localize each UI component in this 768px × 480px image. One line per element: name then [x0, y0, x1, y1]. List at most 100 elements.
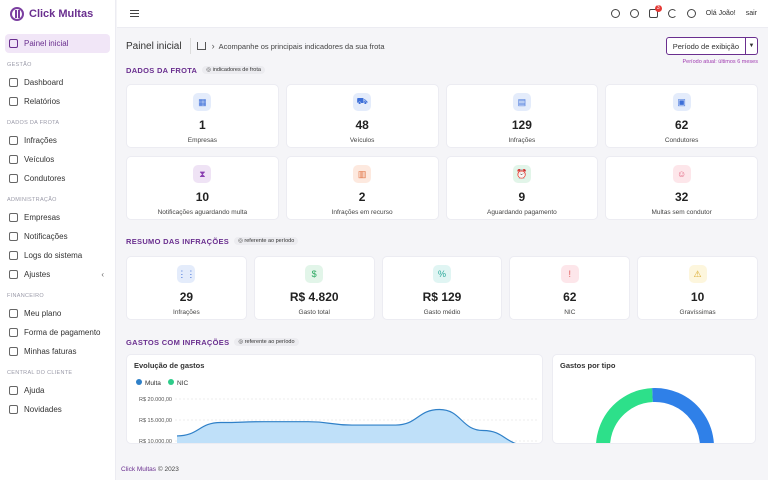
- logout-link[interactable]: sair: [745, 10, 757, 17]
- logo-text: Click Multas: [29, 8, 94, 20]
- stat-value: 2: [358, 190, 366, 204]
- sidebar-section-title: CENTRAL DO CLIENTE: [7, 370, 73, 376]
- help-icon[interactable]: [629, 9, 639, 18]
- stat-label: Infrações em recurso: [331, 209, 393, 216]
- section-pill-label: referente ao período: [244, 238, 295, 244]
- relatorios-icon: [9, 97, 18, 106]
- stat-card-gasto-medio[interactable]: % R$ 129 Gasto médio: [381, 256, 503, 320]
- sidebar-item-forma-de-pagamento[interactable]: Forma de pagamento: [5, 323, 110, 342]
- donut-slice-multa[interactable]: [621, 388, 714, 444]
- divider: [189, 38, 191, 54]
- veiculos-icon: [9, 155, 18, 164]
- sidebar-item-ajustes[interactable]: Ajustes ‹: [5, 265, 110, 284]
- resumo-cards: ⋮⋮ 29 Infrações $ R$ 4.820 Gasto total% R$ 129…: [126, 256, 758, 320]
- stat-card-veiculos[interactable]: ⛟ 48 Veículos: [285, 84, 439, 148]
- sidebar-item-veiculos[interactable]: Veículos: [5, 150, 110, 169]
- y-tick-label: R$ 10.000,00: [139, 439, 172, 444]
- sidebar-item-label: Meu plano: [24, 309, 62, 318]
- novidades-icon: [9, 405, 18, 414]
- period-button[interactable]: Período de exibição: [665, 37, 746, 55]
- warning-icon: ⚠: [688, 265, 707, 283]
- legend-marker: [136, 379, 142, 385]
- stat-value: R$ 129: [422, 290, 462, 304]
- cart-icon[interactable]: 3: [648, 5, 662, 18]
- sidebar-item-label: Minhas faturas: [24, 347, 77, 356]
- frota-cards: ▦ 1 Empresas ⛟ 48 Veículos ▤ 129 Infrações ▣ 62 Con…: [126, 84, 758, 220]
- stat-card-nic[interactable]: ! 62 NIC: [509, 256, 631, 320]
- stat-label: Gravíssimas: [679, 309, 716, 316]
- sidebar-item-relatorios[interactable]: Relatórios: [5, 92, 110, 111]
- logs-do-sistema-icon: [9, 251, 18, 260]
- sidebar-item-label: Relatórios: [24, 97, 61, 106]
- section-title: RESUMO DAS INFRAÇÕES: [126, 236, 230, 246]
- stat-card-condutores[interactable]: ▣ 62 Condutores: [605, 84, 758, 148]
- section-pill: ◎ referente ao período: [234, 237, 299, 245]
- sidebar-item-dashboard[interactable]: Dashboard: [5, 73, 110, 92]
- condutores-icon: [9, 174, 18, 183]
- stat-value: 62: [674, 118, 689, 132]
- sidebar-section-title: FINANCEIRO: [7, 293, 44, 299]
- line-chart-card: Evolução de gastos Multa NIC R$ 20.000,00 R…: [126, 354, 543, 444]
- stat-label: Infrações: [173, 309, 200, 316]
- dashboard-icon: [9, 78, 18, 87]
- home-icon[interactable]: [196, 42, 206, 50]
- grid-icon: ⋮⋮: [177, 265, 196, 283]
- stat-card-infracoes[interactable]: ⋮⋮ 29 Infrações: [126, 256, 247, 320]
- footer: Click Multas © 2023: [121, 466, 179, 473]
- stat-label: Condutores: [664, 137, 699, 144]
- cart-badge: 3: [654, 5, 662, 12]
- car-icon: ⛟: [353, 93, 372, 111]
- hourglass-icon: ⧗: [193, 165, 212, 183]
- charts-row: Evolução de gastos Multa NIC R$ 20.000,00 R…: [126, 354, 758, 444]
- chart-title: Evolução de gastos: [134, 361, 205, 370]
- section-title: GASTOS COM INFRAÇÕES: [126, 337, 230, 347]
- chevron-down-icon[interactable]: ▼: [746, 37, 758, 55]
- alert-circle-icon: !: [560, 265, 579, 283]
- donut-slice-nic[interactable]: [596, 388, 654, 444]
- stat-card-infracoes-em-recurso[interactable]: ▥ 2 Infrações em recurso: [285, 156, 439, 220]
- sidebar-item-condutores[interactable]: Condutores: [5, 169, 110, 188]
- stat-value: 48: [355, 118, 369, 132]
- legend-label: Multa: [145, 380, 161, 387]
- ajustes-icon: [9, 270, 18, 279]
- stat-value: 29: [179, 290, 194, 304]
- sidebar-item-label: Ajuda: [24, 386, 45, 395]
- sidebar-item-ajuda[interactable]: Ajuda: [5, 381, 110, 400]
- user-x-icon: ☺: [672, 165, 691, 183]
- stat-card-gasto-total[interactable]: $ R$ 4.820 Gasto total: [253, 256, 375, 320]
- section-header-gastos: GASTOS COM INFRAÇÕES ◎ referente ao perí…: [126, 336, 758, 348]
- document-icon: ▤: [512, 93, 531, 111]
- sidebar-item-meu-plano[interactable]: Meu plano: [5, 304, 110, 323]
- moon-icon[interactable]: [667, 9, 677, 18]
- sidebar-item-novidades[interactable]: Novidades: [5, 400, 110, 419]
- logo[interactable]: Click Multas: [0, 0, 115, 28]
- logo-icon: [10, 7, 24, 21]
- stat-value: 129: [511, 118, 532, 132]
- stat-card-infracoes[interactable]: ▤ 129 Infrações: [445, 84, 599, 148]
- main-content: Painel inicial › Acompanhe os principais…: [117, 28, 768, 480]
- footer-brand[interactable]: Click Multas: [121, 466, 157, 473]
- sidebar-item-notificacoes[interactable]: Notificações: [5, 227, 110, 246]
- sidebar-item-label: Dashboard: [24, 78, 64, 87]
- sidebar-item-infracoes[interactable]: Infrações: [5, 131, 110, 150]
- minhas-faturas-icon: [9, 347, 18, 356]
- page-header: Painel inicial › Acompanhe os principais…: [126, 28, 758, 64]
- search-icon[interactable]: [610, 9, 620, 18]
- stat-card-aguardando-pagamento[interactable]: ⏰ 9 Aguardando pagamento: [445, 156, 599, 220]
- stat-card-notificacoes-aguardando-multa[interactable]: ⧗ 10 Notificações aguardando multa: [126, 156, 279, 220]
- sidebar-item-empresas[interactable]: Empresas: [5, 208, 110, 227]
- stat-card-gravissimas[interactable]: ⚠ 10 Gravíssimas: [637, 256, 758, 320]
- section-title: DADOS DA FROTA: [126, 65, 198, 75]
- user-icon[interactable]: [686, 9, 696, 18]
- legend-marker: [168, 379, 174, 385]
- sidebar-item-minhas-faturas[interactable]: Minhas faturas: [5, 342, 110, 361]
- stat-card-multas-sem-condutor[interactable]: ☺ 32 Multas sem condutor: [605, 156, 758, 220]
- stat-value: 10: [690, 290, 705, 304]
- stat-value: R$ 4.820: [289, 290, 339, 304]
- menu-icon[interactable]: [130, 10, 139, 17]
- sidebar-item-label: Ajustes: [24, 270, 51, 279]
- sidebar-item-painel-inicial[interactable]: Painel inicial: [5, 34, 110, 53]
- sidebar-item-logs-do-sistema[interactable]: Logs do sistema: [5, 246, 110, 265]
- stat-card-empresas[interactable]: ▦ 1 Empresas: [126, 84, 279, 148]
- id-card-icon: ▣: [672, 93, 691, 111]
